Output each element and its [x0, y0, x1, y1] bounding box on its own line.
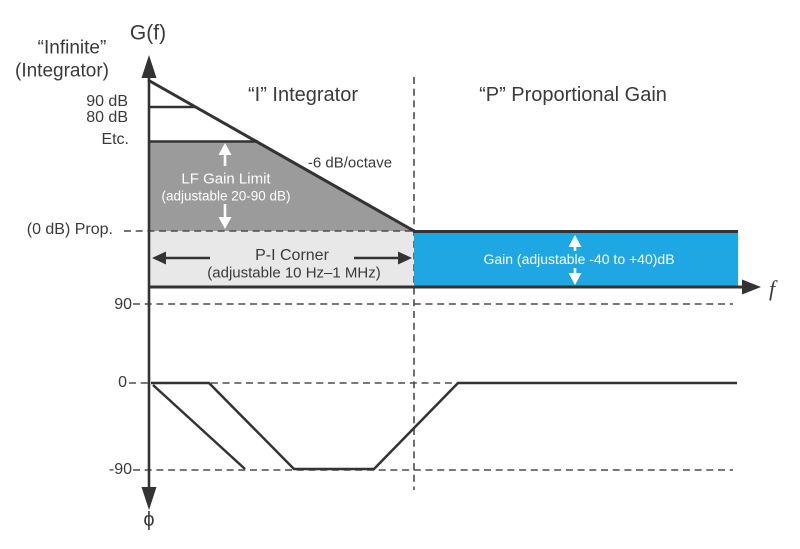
pi-corner-label-line2: (adjustable 10 Hz–1 MHz): [207, 264, 381, 282]
lf-gain-up-arrow-head: [218, 143, 232, 155]
gain-axis-label: G(f): [129, 21, 167, 45]
phase-axis-label: ϕ: [143, 509, 155, 531]
proportional-region-label: “P” Proportional Gain: [479, 84, 667, 106]
phase-tick-zero: 0: [118, 374, 127, 391]
phase-tick-plus90: 90: [114, 296, 132, 313]
gain-axis-arrow-up: [141, 55, 157, 78]
tick-label-0db-prop: (0 dB) Prop.: [26, 221, 113, 238]
gain-band-up-arrow-head: [568, 235, 582, 247]
tick-label-etc: Etc.: [101, 131, 129, 148]
lf-gain-limit-label-line2: (adjustable 20-90 dB): [161, 188, 291, 204]
phase-curve-late: [151, 381, 737, 471]
infinite-label-line1: “Infinite”: [37, 37, 107, 59]
lf-gain-down-arrow-head: [218, 217, 232, 229]
tick-label-90db: 90 dB: [86, 93, 128, 110]
infinite-label-line2: (Integrator): [15, 60, 109, 82]
pi-corner-left-arrow-head: [152, 251, 166, 265]
lf-gain-limit-label-line1: LF Gain Limit: [181, 170, 271, 188]
tick-label-80db: 80 dB: [86, 109, 128, 126]
freq-axis-label: f: [768, 276, 776, 301]
integrator-slope-line: [147, 78, 416, 233]
slope-label: -6 dB/octave: [307, 154, 393, 172]
pi-corner-label-line1: P-I Corner: [255, 247, 329, 264]
phase-curve-early: [152, 384, 246, 470]
phase-axis-arrow-down: [141, 487, 157, 510]
freq-axis-arrow-right: [742, 279, 761, 295]
pi-corner-right-arrow-head: [398, 251, 412, 265]
gain-band-down-arrow-head: [568, 273, 582, 285]
lf-gain-region: [149, 142, 414, 231]
gain-band-label: Gain (adjustable -40 to +40)dB: [483, 251, 675, 267]
integrator-region-label: “I” Integrator: [247, 84, 359, 106]
phase-tick-minus90: -90: [108, 461, 132, 478]
